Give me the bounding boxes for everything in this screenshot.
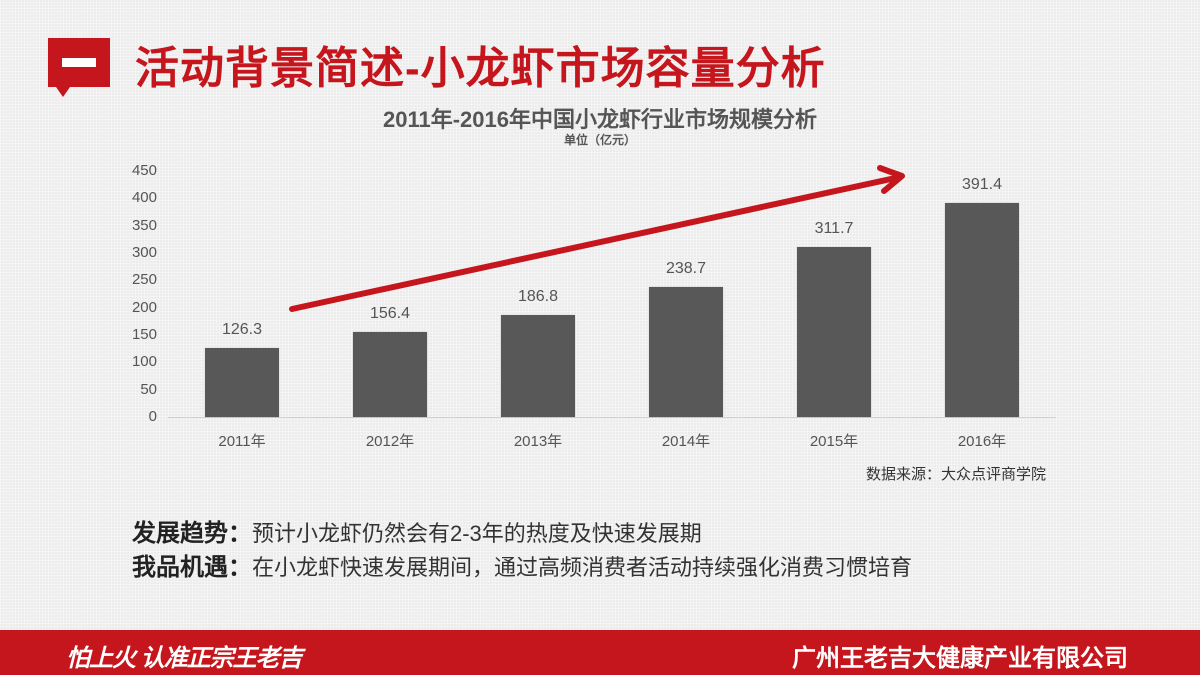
note-key: 我品机遇： [132, 554, 252, 581]
note-key: 发展趋势： [132, 520, 252, 547]
y-tick: 450 [131, 162, 157, 179]
x-tick-label: 2011年 [218, 433, 266, 450]
bar [501, 314, 575, 417]
bar-value-label: 126.3 [221, 320, 263, 338]
x-tick-label: 2014年 [661, 433, 711, 450]
footer-bar: 怕上火 认准正宗王老吉 广州王老吉大健康产业有限公司 [0, 630, 1200, 675]
y-tick: 200 [131, 299, 157, 316]
x-tick-label: 2015年 [809, 433, 859, 450]
x-tick-label: 2013年 [513, 433, 563, 450]
x-axis-line [168, 417, 1056, 418]
page-title: 活动背景简述-小龙虾市场容量分析 [135, 44, 826, 93]
bar-value-label: 391.4 [961, 176, 1003, 194]
y-tick: 250 [131, 271, 157, 288]
company-name: 广州王老吉大健康产业有限公司 [792, 645, 1128, 672]
y-tick: 0 [148, 408, 157, 425]
bar [205, 347, 279, 417]
y-tick: 400 [131, 189, 157, 206]
y-tick: 50 [140, 381, 157, 398]
chart-title: 2011年-2016年中国小龙虾行业市场规模分析 [383, 107, 817, 132]
chart-unit: 单位（亿元） [563, 133, 636, 147]
x-tick-label: 2016年 [957, 433, 1007, 450]
data-source: 数据来源：大众点评商学院 [865, 466, 1046, 483]
note-text: 在小龙虾快速发展期间，通过高频消费者活动持续强化消费习惯培育 [252, 555, 913, 580]
bar [353, 331, 427, 417]
bar-value-label: 311.7 [814, 219, 854, 237]
y-tick: 150 [131, 326, 157, 343]
y-tick: 350 [131, 217, 157, 234]
bar-value-label: 156.4 [369, 304, 411, 322]
bar [649, 286, 723, 417]
note-text: 预计小龙虾仍然会有2-3年的热度及快速发展期 [252, 521, 702, 546]
y-tick: 300 [131, 244, 157, 261]
bar-value-label: 238.7 [665, 259, 707, 277]
y-tick: 100 [131, 353, 157, 370]
x-tick-label: 2012年 [365, 433, 415, 450]
dash-icon [62, 58, 96, 67]
bar [797, 246, 871, 417]
brand-slogan: 怕上火 认准正宗王老吉 [66, 645, 303, 672]
bar-value-label: 186.8 [517, 287, 559, 305]
note-trend: 发展趋势：预计小龙虾仍然会有2-3年的热度及快速发展期 [132, 513, 702, 548]
bar [945, 203, 1019, 417]
section-number-badge [48, 38, 110, 97]
note-opportunity: 我品机遇：在小龙虾快速发展期间，通过高频消费者活动持续强化消费习惯培育 [132, 547, 912, 582]
